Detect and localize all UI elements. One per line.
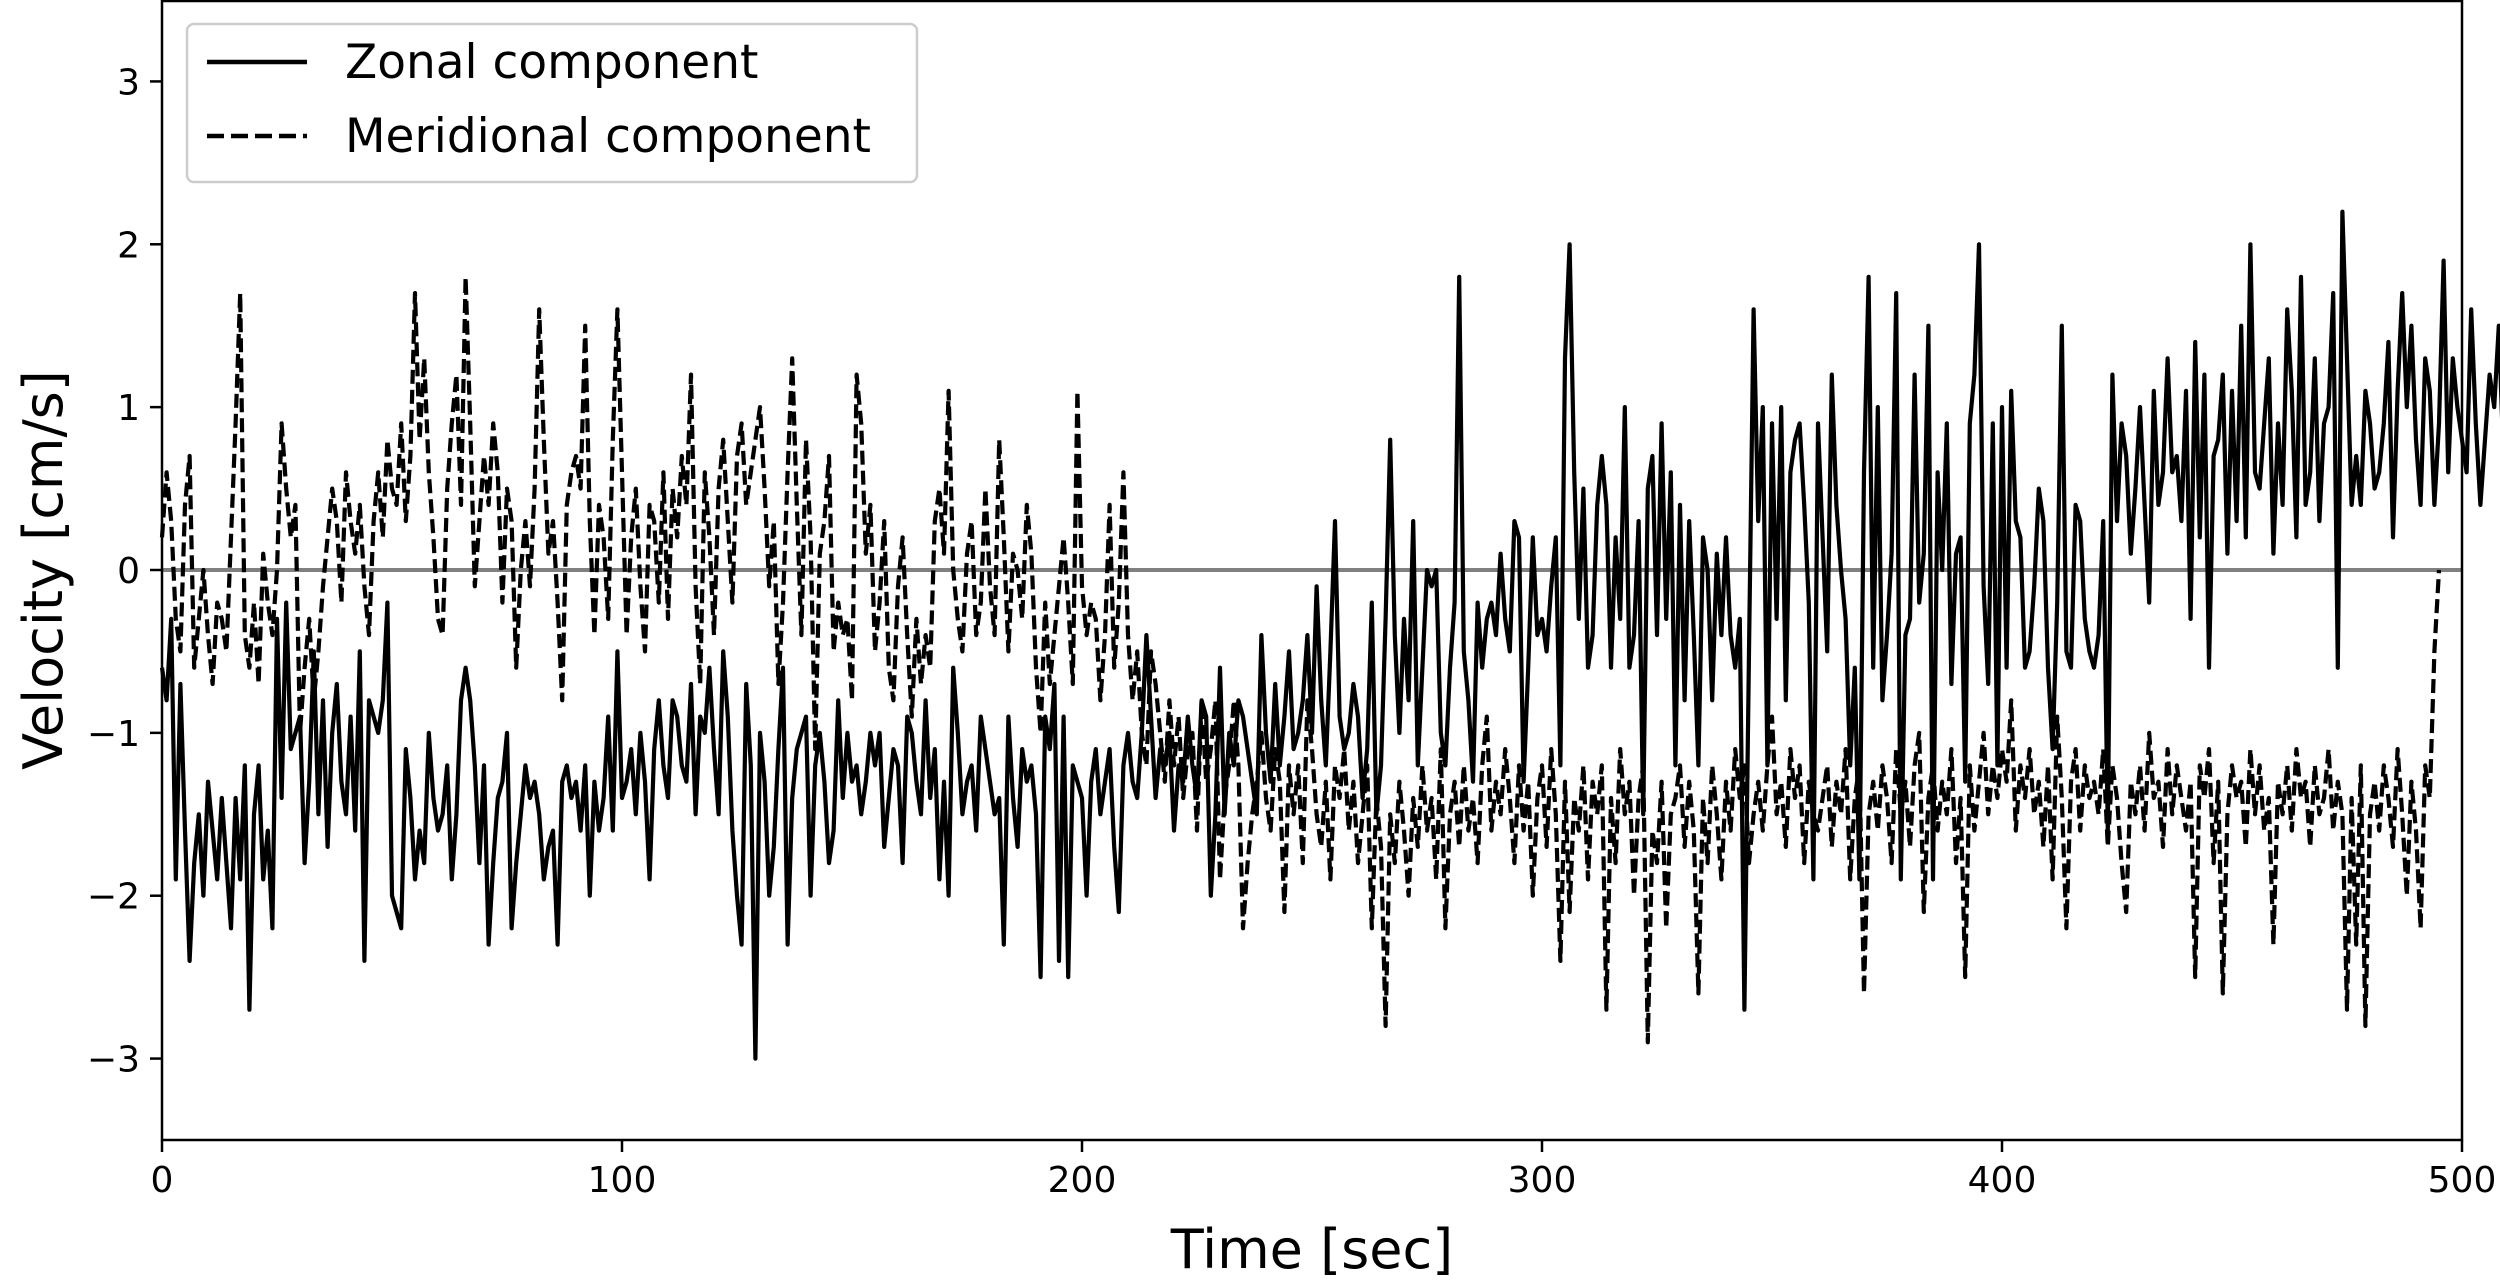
x-tick-label: 400 [1968,1160,2037,1201]
y-tick-label: −1 [87,714,140,755]
y-tick-label: 3 [117,62,140,103]
y-tick-label: −3 [87,1040,140,1081]
x-tick-label: 500 [2428,1160,2497,1201]
y-axis-ticks: 3 2 1 0 −1 −2 −3 [87,62,162,1081]
x-axis-title: Time [sec] [1170,1218,1454,1280]
series-group [159,209,2500,1061]
x-tick-label: 300 [1508,1160,1577,1201]
series-line-meridional [159,274,2442,1045]
y-tick-label: 2 [117,225,140,266]
legend: Zonal component Meridional component [185,22,919,184]
x-tick-label: 200 [1048,1160,1117,1201]
legend-label-zonal: Zonal component [345,35,758,90]
series-line-zonal [159,209,2500,1061]
y-tick-label: −2 [87,877,140,918]
x-tick-label: 0 [151,1160,174,1201]
x-axis-ticks: 0 100 200 300 400 500 [151,1140,2497,1201]
legend-label-meridional: Meridional component [345,109,871,164]
y-tick-label: 1 [117,388,140,429]
y-axis-title: Velocity [cm/s] [12,370,75,770]
legend-box [185,22,919,184]
x-tick-label: 100 [588,1160,657,1201]
y-tick-label: 0 [117,551,140,592]
